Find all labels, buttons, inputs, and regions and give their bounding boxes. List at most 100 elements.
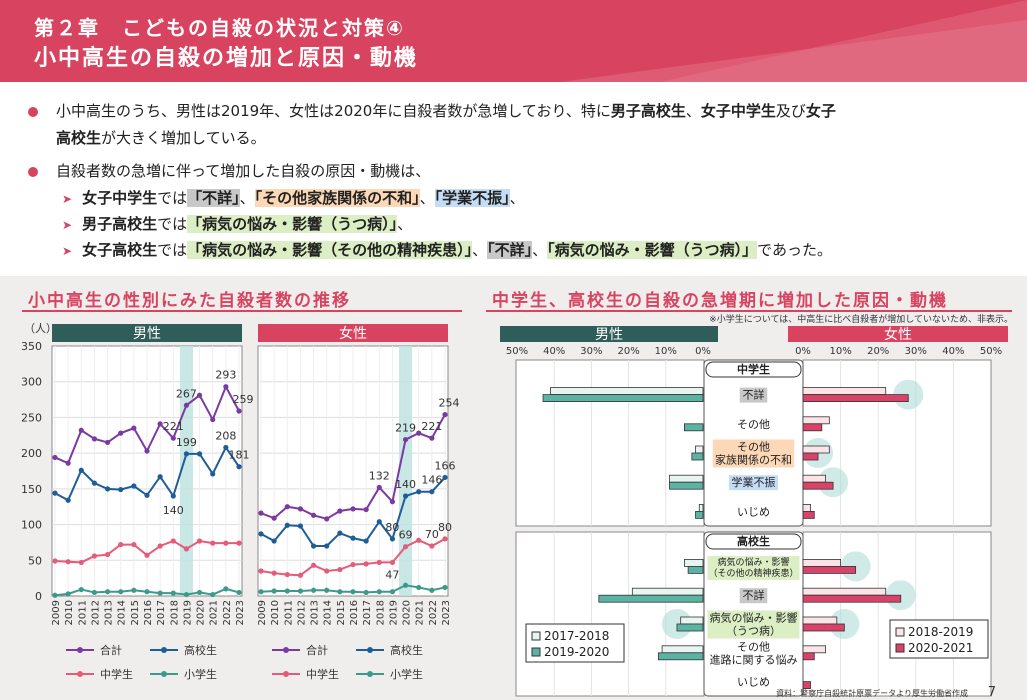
x-tick-label: 30% [580,346,602,357]
legend-label: 小学生 [390,667,423,681]
data-point [52,454,58,461]
sub-text: では [157,189,188,207]
data-point [337,566,343,573]
legend-label: 合計 [100,643,122,657]
legend-swatch [531,631,541,641]
group-label-box [705,361,802,378]
data-point [442,584,448,591]
category-label: 進路に関する悩み [710,652,798,666]
x-tick-label: 50% [506,346,528,357]
chart-note: ※小学生については、中高生に比べ自殺者が増加していないため、非表示。 [709,313,1013,325]
data-label: 69 [399,529,413,542]
separator: 、 [419,189,435,207]
data-point [363,506,369,513]
data-point [118,589,124,595]
category-label: いじめ [737,505,770,518]
data-point [52,558,58,564]
butterfly-bar-chart: ※小学生については、中高生に比べ自殺者が増加していないため、非表示。男性 女性 50… [500,313,1013,700]
right-section-title: 中学生、高校生の自殺の急増期に増加した原因・動機 [492,291,948,311]
x-tick-label: 2020 [402,600,413,625]
female-side-label: 女性 [884,326,912,343]
data-label: 132 [369,469,390,482]
male-bar-2019-2020 [598,594,704,603]
category-label: その他 [737,418,770,431]
data-point [196,392,203,398]
data-point [271,515,277,521]
x-tick-label: 10% [655,346,677,357]
data-point [271,588,277,594]
x-tick-label: 20% [617,346,639,357]
data-point [223,540,229,546]
data-point [429,543,435,549]
data-point [324,516,330,522]
male-bar-2019-2020 [687,565,704,574]
data-point [104,439,111,446]
data-point [402,582,409,588]
cause-highlight: 「不詳」 [187,189,240,207]
left-section-title: 小中高生の性別にみた自殺者数の推移 [28,291,351,311]
sub-text: では [157,241,188,259]
data-point [310,562,317,568]
legend-label: 高校生 [184,643,217,657]
data-point [350,535,356,541]
data-point [337,530,343,536]
category-label: （その他の精神疾患） [708,567,798,579]
bullet-1-end: が大きく増加している。 [101,129,266,147]
page-number: 7 [988,685,996,700]
data-point [131,425,137,431]
data-point [324,587,330,593]
data-point [284,588,290,594]
category-label: その他 [737,441,770,454]
x-tick-label: 2017 [362,600,373,625]
category-label: 病気の悩み・影響 [717,556,789,568]
data-point [416,489,422,495]
male-bar-2017-2018 [683,558,704,567]
data-point [91,480,98,486]
x-tick-label: 10% [829,346,851,357]
x-tick-label: 2015 [130,600,141,625]
x-tick-label: 2009 [257,600,268,625]
cause-highlight: 「不詳」 [487,241,533,259]
data-label: 219 [395,422,416,435]
x-tick-label: 30% [905,346,927,357]
data-point [78,427,84,433]
data-point [196,451,203,457]
separator: 及び [775,102,806,120]
data-point [402,493,409,499]
data-point [210,540,216,546]
x-tick-label: 2018 [375,600,386,625]
data-point [157,543,163,549]
data-label: 140 [395,478,416,491]
data-point [65,591,71,597]
x-tick-label: 40% [942,346,964,357]
data-point [144,589,150,595]
data-point [118,541,124,548]
data-point [170,538,176,544]
sub-subject: 女子高校生 [82,241,158,259]
data-point [91,589,98,596]
data-point [131,483,137,489]
data-point [170,493,176,499]
data-point [402,436,409,443]
category-highlight [707,555,800,580]
data-label: 221 [163,420,184,433]
right-title-underline [486,310,1012,312]
female-bar-2020-2021 [802,423,823,432]
data-point [284,504,290,510]
legend-label: 2017-2018 [544,629,609,643]
high-school-panel: 高校生病気の悩み・影響（その他の精神疾患）不詳病気の悩み・影響（うつ病）その他進… [515,531,992,697]
cause-highlight: 「その他家族関係の不和」 [254,189,420,207]
cause-highlight: 「病気の悩み・影響（その他の精神疾患）」 [187,241,473,259]
data-point [429,587,435,593]
data-point [236,540,242,546]
data-point [131,587,137,593]
legend-box [889,619,989,659]
cause-highlight: 「病気の悩み・影響（うつ病）」 [547,241,758,259]
data-point [144,448,150,454]
data-point [157,590,163,596]
data-point [91,553,98,559]
data-label: 70 [425,528,439,541]
category-label: 不詳 [743,388,765,402]
keyword-female-middle: 女子中学生 [700,102,776,120]
